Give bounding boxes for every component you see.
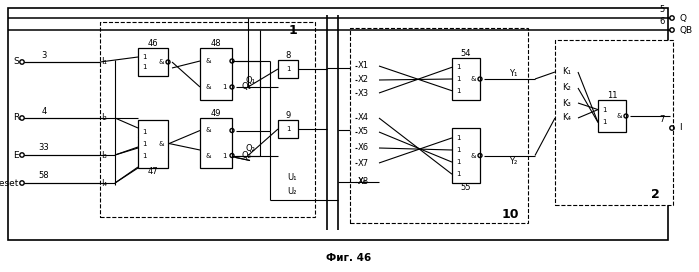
Text: X8: X8 bbox=[358, 178, 369, 187]
Text: Q₁: Q₁ bbox=[245, 76, 255, 85]
Text: &: & bbox=[206, 153, 211, 159]
Text: 1: 1 bbox=[143, 54, 147, 60]
Text: 1: 1 bbox=[143, 153, 147, 159]
Text: Q₂: Q₂ bbox=[241, 151, 251, 160]
Text: I: I bbox=[679, 123, 682, 132]
Text: R: R bbox=[13, 113, 19, 122]
Text: 48: 48 bbox=[210, 39, 222, 48]
Text: X7: X7 bbox=[358, 159, 369, 168]
Text: I₁: I₁ bbox=[101, 57, 107, 66]
Text: I₄: I₄ bbox=[101, 178, 107, 187]
Text: 1: 1 bbox=[456, 171, 461, 177]
Text: 1: 1 bbox=[143, 141, 147, 147]
Bar bbox=[138, 120, 168, 168]
Text: 9: 9 bbox=[285, 110, 291, 119]
Text: 1: 1 bbox=[286, 66, 290, 72]
Text: X₈: X₈ bbox=[358, 178, 367, 187]
Text: 1: 1 bbox=[222, 84, 226, 90]
Text: K₄: K₄ bbox=[562, 113, 571, 122]
Text: &: & bbox=[206, 84, 211, 90]
Text: Фиг. 46: Фиг. 46 bbox=[326, 253, 372, 263]
Text: QB: QB bbox=[679, 26, 692, 35]
Text: 49: 49 bbox=[211, 109, 222, 118]
Text: Q₂: Q₂ bbox=[245, 144, 255, 153]
Text: I₃: I₃ bbox=[101, 150, 107, 159]
Bar bbox=[278, 120, 298, 138]
Text: 1: 1 bbox=[456, 159, 461, 165]
Text: X6: X6 bbox=[358, 144, 369, 153]
Bar bbox=[555, 40, 673, 205]
Text: 1: 1 bbox=[222, 153, 226, 159]
Text: 2: 2 bbox=[651, 188, 659, 202]
Text: Reset: Reset bbox=[0, 178, 19, 187]
Text: &: & bbox=[470, 153, 476, 159]
Text: Y₂: Y₂ bbox=[509, 157, 517, 166]
Text: Y₁: Y₁ bbox=[509, 69, 517, 78]
Bar bbox=[452, 128, 480, 183]
Text: X2: X2 bbox=[358, 76, 369, 85]
Text: 1: 1 bbox=[286, 126, 290, 132]
Bar bbox=[100, 22, 315, 217]
Text: 1: 1 bbox=[456, 64, 461, 70]
Text: S: S bbox=[13, 57, 19, 66]
Bar bbox=[8, 8, 668, 240]
Text: E: E bbox=[13, 150, 19, 159]
Text: &: & bbox=[206, 128, 211, 134]
Bar bbox=[278, 60, 298, 78]
Text: 10: 10 bbox=[501, 209, 519, 221]
Text: 3: 3 bbox=[41, 51, 47, 60]
Text: 11: 11 bbox=[607, 91, 617, 100]
Text: U₂: U₂ bbox=[287, 187, 296, 196]
Text: K₁: K₁ bbox=[562, 67, 571, 76]
Bar bbox=[350, 28, 528, 223]
Text: K₃: K₃ bbox=[562, 98, 571, 107]
Text: X3: X3 bbox=[358, 88, 369, 97]
Text: 1: 1 bbox=[456, 135, 461, 141]
Text: 55: 55 bbox=[461, 183, 471, 191]
Text: 5: 5 bbox=[659, 5, 665, 14]
Text: X4: X4 bbox=[358, 113, 369, 122]
Text: 6: 6 bbox=[659, 17, 665, 26]
Text: 8: 8 bbox=[285, 51, 291, 60]
Text: Q₁: Q₁ bbox=[241, 82, 251, 91]
Text: 58: 58 bbox=[38, 172, 50, 181]
Text: 1: 1 bbox=[143, 64, 147, 70]
Text: 47: 47 bbox=[147, 168, 158, 177]
Text: K₂: K₂ bbox=[562, 84, 571, 92]
Text: X1: X1 bbox=[358, 61, 369, 70]
Text: 1: 1 bbox=[456, 147, 461, 153]
Bar bbox=[452, 58, 480, 100]
Text: 46: 46 bbox=[147, 39, 158, 48]
Text: 7: 7 bbox=[659, 116, 665, 125]
Text: 4: 4 bbox=[41, 107, 47, 116]
Text: &: & bbox=[470, 76, 476, 82]
Text: &: & bbox=[159, 141, 164, 147]
Text: 1: 1 bbox=[143, 129, 147, 135]
Text: 1: 1 bbox=[603, 119, 607, 125]
Text: I₂: I₂ bbox=[101, 113, 107, 122]
Bar bbox=[200, 118, 232, 168]
Text: 1: 1 bbox=[456, 88, 461, 94]
Text: 33: 33 bbox=[38, 144, 50, 153]
Text: 1: 1 bbox=[456, 76, 461, 82]
Text: 1: 1 bbox=[289, 23, 297, 36]
Text: 1: 1 bbox=[603, 107, 607, 113]
Text: &: & bbox=[159, 59, 164, 65]
Bar bbox=[200, 48, 232, 100]
Bar bbox=[138, 48, 168, 76]
Text: &: & bbox=[206, 58, 211, 64]
Text: U₁: U₁ bbox=[287, 174, 297, 183]
Text: X5: X5 bbox=[358, 128, 369, 137]
Text: 54: 54 bbox=[461, 48, 471, 57]
Bar bbox=[598, 100, 626, 132]
Text: &: & bbox=[617, 113, 622, 119]
Text: Q: Q bbox=[679, 14, 686, 23]
